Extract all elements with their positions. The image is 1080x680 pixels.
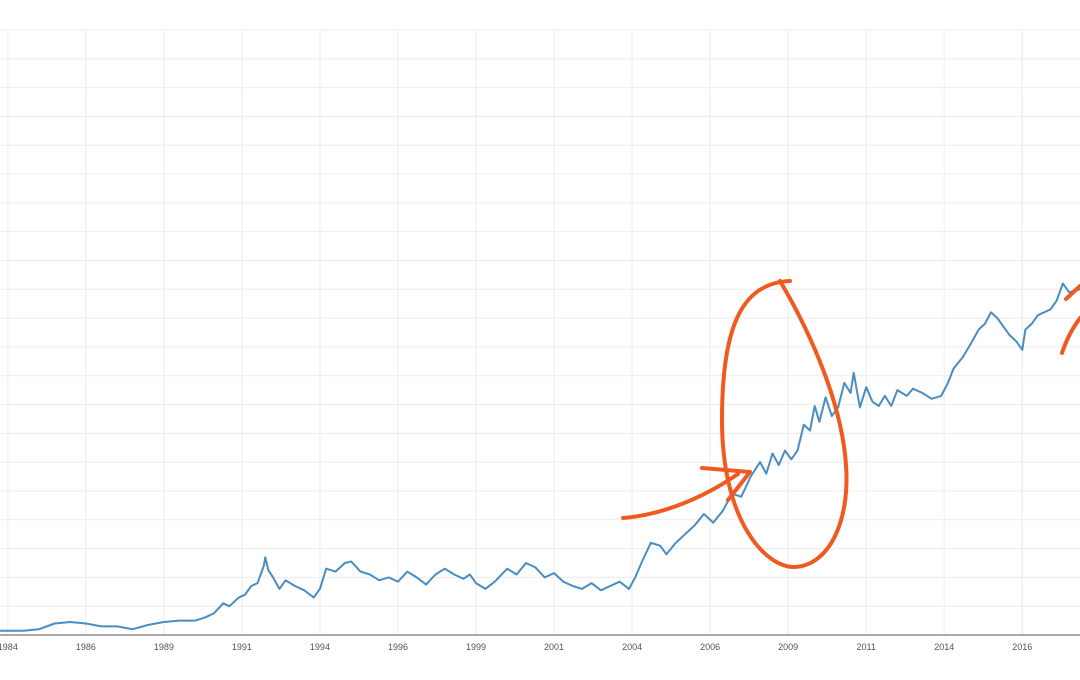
- x-tick-label: 1994: [310, 642, 330, 652]
- series-line: [0, 282, 1080, 632]
- x-tick-label: 2004: [622, 642, 642, 652]
- x-tick-label: 1991: [232, 642, 252, 652]
- x-tick-label: 2006: [700, 642, 720, 652]
- annotation-partial-arrow: [1060, 316, 1080, 355]
- annotation-partial-arrowhead: [1064, 284, 1080, 301]
- x-tick-label: 2011: [857, 642, 876, 652]
- hand-drawn-annotations: [621, 279, 1080, 570]
- x-tick-label: 1999: [466, 642, 486, 652]
- series-layer: [0, 282, 1080, 632]
- gridlines: [0, 29, 1080, 635]
- x-tick-label: 1984: [0, 642, 18, 652]
- annotation-arrowhead: [700, 466, 752, 502]
- x-tick-label: 2014: [934, 642, 954, 652]
- x-tick-labels: 1984 1986 1989 1991 1994 1996 1999 2001 2004 2006…: [0, 642, 1032, 652]
- x-tick-label: 1989: [154, 642, 174, 652]
- x-tick-label: 2001: [544, 642, 564, 652]
- x-tick-label: 2016: [1012, 642, 1032, 652]
- x-tick-label: 2009: [778, 642, 798, 652]
- x-tick-label: 1986: [76, 642, 96, 652]
- x-tick-label: 1996: [388, 642, 408, 652]
- annotation-circle: [719, 279, 849, 570]
- annotation-arrow: [621, 472, 740, 520]
